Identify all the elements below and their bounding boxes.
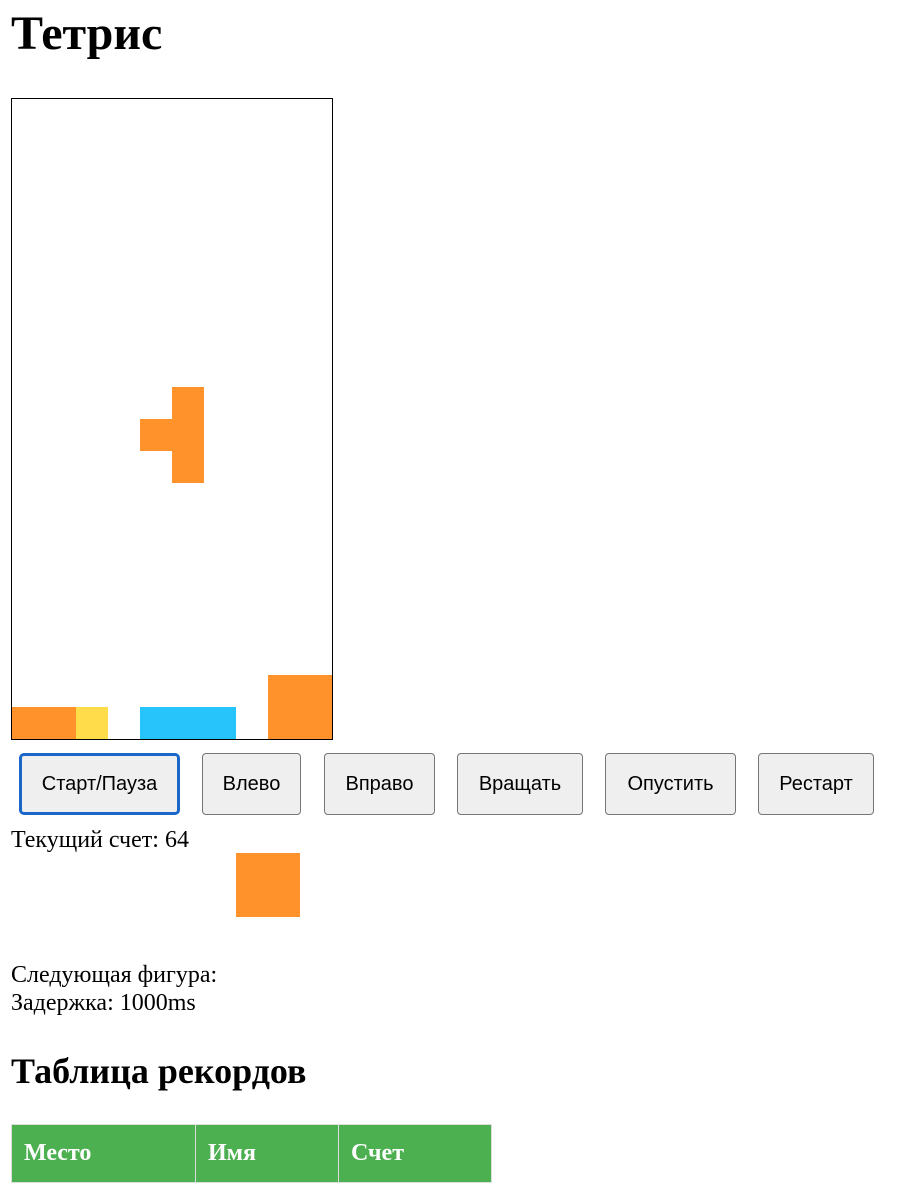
right-button[interactable]: Вправо	[324, 753, 435, 815]
delay-text: Задержка: 1000ms	[11, 990, 196, 1016]
game-board	[11, 98, 333, 740]
records-heading: Таблица рекордов	[11, 1051, 307, 1091]
locked-block	[268, 707, 300, 739]
falling-block	[172, 419, 204, 451]
falling-block	[172, 451, 204, 483]
records-header-row: Место Имя Счет	[11, 1124, 492, 1183]
next-piece-label: Следующая фигура:	[11, 962, 218, 988]
records-table: Место Имя Счет	[11, 1124, 492, 1183]
locked-block	[12, 707, 44, 739]
locked-block	[44, 707, 76, 739]
falling-block	[140, 419, 172, 451]
drop-button[interactable]: Опустить	[605, 753, 736, 815]
page-title: Тетрис	[11, 7, 163, 60]
locked-block	[268, 675, 300, 707]
restart-button[interactable]: Рестарт	[758, 753, 874, 815]
locked-block	[204, 707, 236, 739]
falling-block	[172, 387, 204, 419]
locked-block	[172, 707, 204, 739]
column-header-name: Имя	[195, 1124, 339, 1183]
next-piece-preview	[236, 853, 302, 919]
controls-bar: Старт/Пауза Влево Вправо Вращать Опустит…	[0, 753, 898, 817]
rotate-button[interactable]: Вращать	[457, 753, 583, 815]
locked-block	[300, 675, 332, 707]
left-button[interactable]: Влево	[202, 753, 301, 815]
locked-block	[140, 707, 172, 739]
next-piece-block	[236, 853, 300, 917]
start-pause-button[interactable]: Старт/Пауза	[19, 753, 180, 815]
column-header-place: Место	[11, 1124, 196, 1183]
locked-block	[300, 707, 332, 739]
score-text: Текущий счет: 64	[11, 827, 189, 853]
locked-block	[76, 707, 108, 739]
column-header-score: Счет	[338, 1124, 492, 1183]
